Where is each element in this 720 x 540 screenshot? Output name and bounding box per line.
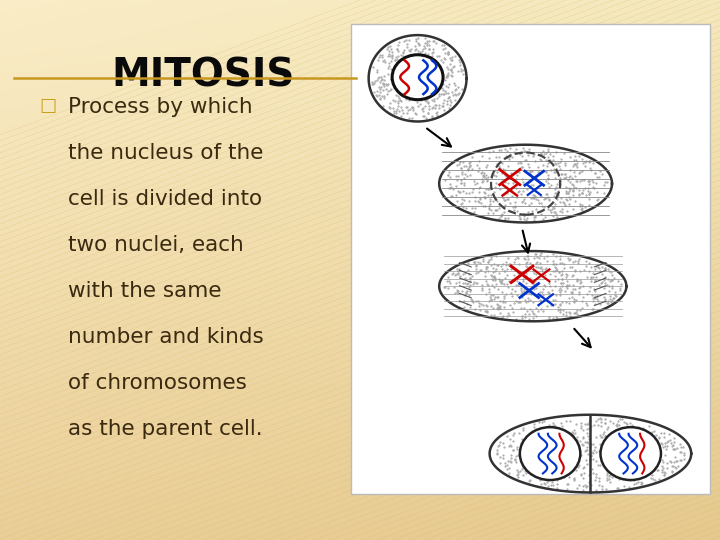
Text: number and kinds: number and kinds	[68, 327, 264, 347]
Polygon shape	[439, 251, 626, 321]
Text: two nuclei, each: two nuclei, each	[68, 235, 244, 255]
Ellipse shape	[520, 427, 580, 480]
Polygon shape	[490, 415, 691, 492]
Polygon shape	[369, 35, 467, 122]
Text: Process by which: Process by which	[68, 97, 253, 117]
Text: with the same: with the same	[68, 281, 222, 301]
Text: as the parent cell.: as the parent cell.	[68, 418, 263, 438]
FancyBboxPatch shape	[351, 24, 710, 494]
Text: □: □	[40, 97, 57, 115]
Ellipse shape	[600, 427, 661, 480]
Text: MITOSIS: MITOSIS	[112, 57, 295, 94]
Polygon shape	[439, 145, 612, 222]
Text: cell is divided into: cell is divided into	[68, 189, 263, 209]
Text: of chromosomes: of chromosomes	[68, 373, 247, 393]
Text: the nucleus of the: the nucleus of the	[68, 143, 264, 163]
Ellipse shape	[392, 55, 443, 100]
